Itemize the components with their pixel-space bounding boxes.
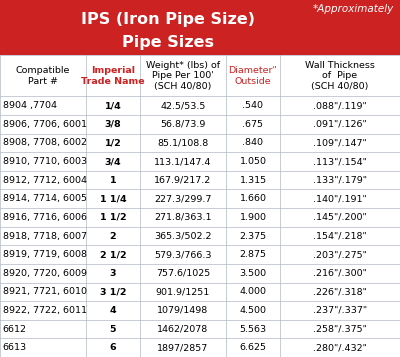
Text: 3/8: 3/8 xyxy=(105,120,121,129)
Text: Imperial
Trade Name: Imperial Trade Name xyxy=(81,66,145,86)
Text: .088"/.119": .088"/.119" xyxy=(313,101,367,110)
Text: 8910, 7710, 6003: 8910, 7710, 6003 xyxy=(3,157,87,166)
Text: .140"/.191": .140"/.191" xyxy=(313,194,367,203)
Text: Diameter"
Outside: Diameter" Outside xyxy=(229,66,277,86)
Text: *Approximately: *Approximately xyxy=(313,4,394,14)
Text: 113.1/147.4: 113.1/147.4 xyxy=(154,157,212,166)
Text: 8908, 7708, 6002: 8908, 7708, 6002 xyxy=(3,139,87,147)
Text: 1079/1498: 1079/1498 xyxy=(157,306,209,315)
Text: 8912, 7712, 6004: 8912, 7712, 6004 xyxy=(3,176,87,185)
Text: IPS (Iron Pipe Size): IPS (Iron Pipe Size) xyxy=(81,12,255,27)
Text: .237"/.337": .237"/.337" xyxy=(313,306,367,315)
Text: 1/4: 1/4 xyxy=(105,101,121,110)
Text: 365.3/502.2: 365.3/502.2 xyxy=(154,231,212,241)
Text: 4.500: 4.500 xyxy=(240,306,266,315)
Text: 4: 4 xyxy=(110,306,116,315)
Text: .154"/.218": .154"/.218" xyxy=(313,231,367,241)
Text: Pipe Sizes: Pipe Sizes xyxy=(122,35,214,50)
Text: .145"/.200": .145"/.200" xyxy=(313,213,367,222)
Text: 1462/2078: 1462/2078 xyxy=(157,325,209,333)
Text: 757.6/1025: 757.6/1025 xyxy=(156,269,210,278)
Text: 1.900: 1.900 xyxy=(240,213,266,222)
Text: Compatible
Part #: Compatible Part # xyxy=(16,66,70,86)
Text: 2.875: 2.875 xyxy=(240,250,266,259)
Text: 6613: 6613 xyxy=(3,343,27,352)
Text: .091"/.126": .091"/.126" xyxy=(313,120,367,129)
Text: 8920, 7720, 6009: 8920, 7720, 6009 xyxy=(3,269,87,278)
Text: 8906, 7706, 6001: 8906, 7706, 6001 xyxy=(3,120,87,129)
Text: 1.050: 1.050 xyxy=(240,157,266,166)
Text: 8914, 7714, 6005: 8914, 7714, 6005 xyxy=(3,194,87,203)
Text: 85.1/108.8: 85.1/108.8 xyxy=(157,139,209,147)
Text: 167.9/217.2: 167.9/217.2 xyxy=(154,176,212,185)
Text: .258"/.375": .258"/.375" xyxy=(313,325,367,333)
Text: 5.563: 5.563 xyxy=(240,325,266,333)
Text: 4.000: 4.000 xyxy=(240,287,266,296)
Text: 2.375: 2.375 xyxy=(240,231,266,241)
Text: .540: .540 xyxy=(242,101,264,110)
Text: 8921, 7721, 6010: 8921, 7721, 6010 xyxy=(3,287,87,296)
Text: 1897/2857: 1897/2857 xyxy=(157,343,209,352)
Text: 3: 3 xyxy=(110,269,116,278)
Text: .216"/.300": .216"/.300" xyxy=(313,269,367,278)
Text: .226"/.318": .226"/.318" xyxy=(313,287,367,296)
Text: 8916, 7716, 6006: 8916, 7716, 6006 xyxy=(3,213,87,222)
Text: 6: 6 xyxy=(110,343,116,352)
Text: 1.660: 1.660 xyxy=(240,194,266,203)
Text: 42.5/53.5: 42.5/53.5 xyxy=(160,101,206,110)
Text: 2: 2 xyxy=(110,231,116,241)
Text: 5: 5 xyxy=(110,325,116,333)
Text: .203"/.275": .203"/.275" xyxy=(313,250,367,259)
Text: .113"/.154": .113"/.154" xyxy=(313,157,367,166)
Text: 8922, 7722, 6011: 8922, 7722, 6011 xyxy=(3,306,87,315)
Text: 1: 1 xyxy=(110,176,116,185)
Text: 901.9/1251: 901.9/1251 xyxy=(156,287,210,296)
Text: 1/2: 1/2 xyxy=(105,139,121,147)
Text: 1 1/2: 1 1/2 xyxy=(100,213,126,222)
Text: 3/4: 3/4 xyxy=(105,157,121,166)
Text: .675: .675 xyxy=(242,120,264,129)
Text: 6612: 6612 xyxy=(3,325,27,333)
Text: Weight* (lbs) of
Pipe Per 100'
(SCH 40/80): Weight* (lbs) of Pipe Per 100' (SCH 40/8… xyxy=(146,61,220,91)
Text: .133"/.179": .133"/.179" xyxy=(313,176,367,185)
Text: .109"/.147": .109"/.147" xyxy=(313,139,367,147)
Text: 3 1/2: 3 1/2 xyxy=(100,287,126,296)
Text: 2 1/2: 2 1/2 xyxy=(100,250,126,259)
Text: 3.500: 3.500 xyxy=(240,269,266,278)
Text: .840: .840 xyxy=(242,139,264,147)
Text: 227.3/299.7: 227.3/299.7 xyxy=(154,194,212,203)
Bar xyxy=(0,0,400,55)
Text: .280"/.432": .280"/.432" xyxy=(313,343,367,352)
Text: 8904 ,7704: 8904 ,7704 xyxy=(3,101,57,110)
Text: 6.625: 6.625 xyxy=(240,343,266,352)
Text: 56.8/73.9: 56.8/73.9 xyxy=(160,120,206,129)
Text: 8919, 7719, 6008: 8919, 7719, 6008 xyxy=(3,250,87,259)
Text: 271.8/363.1: 271.8/363.1 xyxy=(154,213,212,222)
Text: 8918, 7718, 6007: 8918, 7718, 6007 xyxy=(3,231,87,241)
Text: 579.3/766.3: 579.3/766.3 xyxy=(154,250,212,259)
Text: Wall Thickness
of  Pipe
(SCH 40/80): Wall Thickness of Pipe (SCH 40/80) xyxy=(305,61,375,91)
Text: 1 1/4: 1 1/4 xyxy=(100,194,126,203)
Text: 1.315: 1.315 xyxy=(240,176,266,185)
